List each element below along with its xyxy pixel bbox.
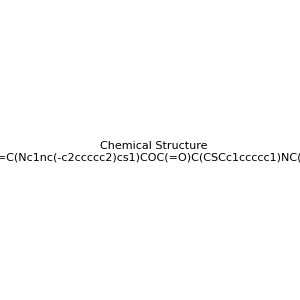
Text: Chemical Structure
O=C(Nc1nc(-c2ccccc2)cs1)COC(=O)C(CSCc1ccccc1)NC(=O: Chemical Structure O=C(Nc1nc(-c2ccccc2)c… — [0, 141, 300, 162]
